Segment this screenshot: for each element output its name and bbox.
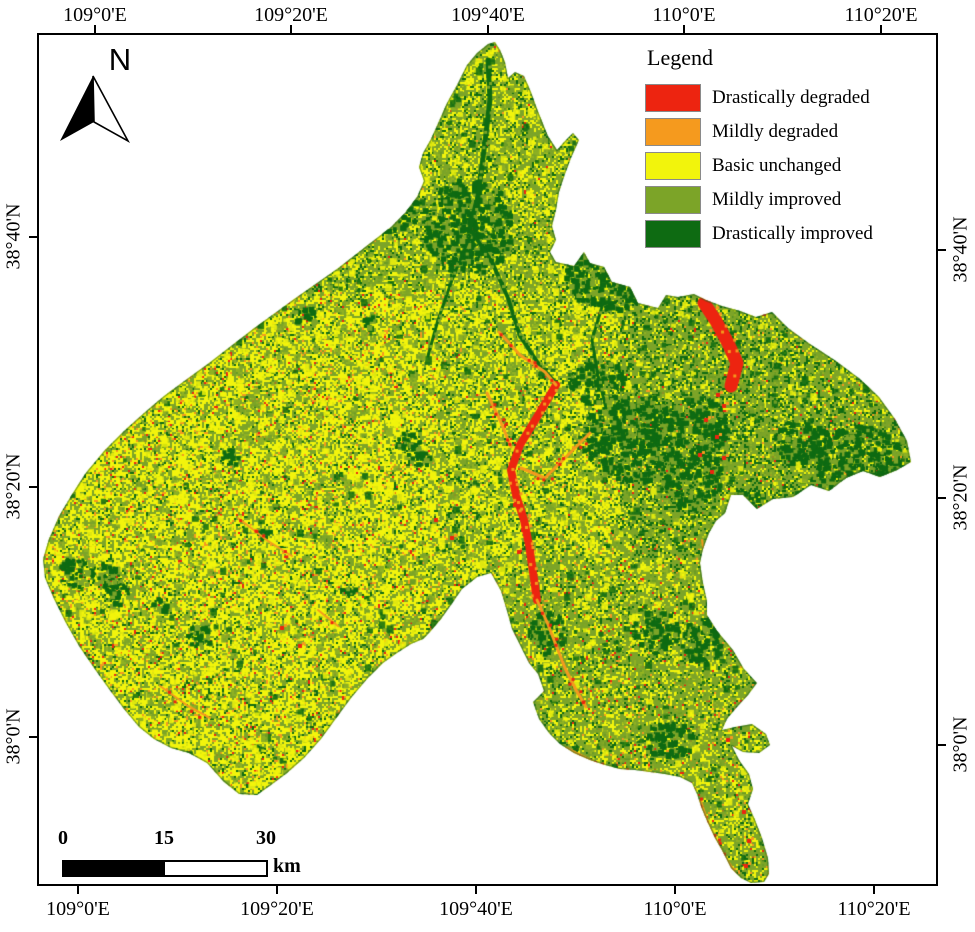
legend-swatch [645, 84, 701, 112]
legend-label: Mildly improved [712, 189, 841, 211]
tick-mark-bottom [873, 886, 875, 894]
tick-mark-top [94, 25, 96, 33]
lon-label-bottom: 110°20'E [832, 898, 916, 921]
legend-row: Drastically improved [645, 217, 873, 251]
tick-mark-right [938, 744, 946, 746]
legend-swatch [645, 118, 701, 146]
tick-mark-top [290, 25, 292, 33]
north-arrow-label: N [109, 42, 131, 77]
lon-label-top: 109°0'E [53, 4, 137, 27]
legend-label: Drastically degraded [712, 87, 870, 109]
legend-swatch [645, 152, 701, 180]
scale-bar-bar [62, 860, 268, 877]
tick-mark-left [29, 486, 37, 488]
legend-title: Legend [647, 45, 873, 71]
lat-label-right: 38°20'N [950, 456, 973, 540]
tick-mark-left [29, 736, 37, 738]
tick-mark-right [938, 497, 946, 499]
lon-label-bottom: 109°0'E [36, 898, 120, 921]
scale-bar-number: 30 [244, 827, 288, 850]
tick-mark-bottom [674, 886, 676, 894]
tick-mark-top [487, 25, 489, 33]
legend-row: Mildly improved [645, 183, 873, 217]
legend-label: Basic unchanged [712, 155, 841, 177]
figure-root: N Legend Drastically degraded Mildly degr… [0, 0, 975, 932]
scale-bar-filled-segment [64, 862, 165, 875]
lon-label-top: 110°20'E [839, 4, 923, 27]
legend: Legend Drastically degraded Mildly degrad… [645, 45, 873, 251]
legend-label: Drastically improved [712, 223, 873, 245]
legend-row: Mildly degraded [645, 115, 873, 149]
tick-mark-top [683, 25, 685, 33]
tick-mark-right [938, 249, 946, 251]
legend-label: Mildly degraded [712, 121, 838, 143]
north-arrow-left-half [60, 76, 94, 141]
legend-swatch [645, 220, 701, 248]
tick-mark-bottom [475, 886, 477, 894]
legend-row: Drastically degraded [645, 81, 873, 115]
scale-bar-number: 0 [41, 827, 85, 850]
north-arrow-right-half [93, 76, 128, 141]
lat-label-left: 38°20'N [3, 445, 26, 529]
lat-label-left: 38°40'N [3, 195, 26, 279]
lon-label-bottom: 109°20'E [235, 898, 319, 921]
lon-label-top: 109°40'E [446, 4, 530, 27]
north-arrow: N [52, 40, 142, 148]
lon-label-bottom: 109°40'E [434, 898, 518, 921]
lon-label-top: 110°0'E [642, 4, 726, 27]
legend-swatch [645, 186, 701, 214]
tick-mark-bottom [77, 886, 79, 894]
lat-label-left: 38°0'N [3, 695, 26, 779]
lat-label-right: 38°0'N [950, 703, 973, 787]
tick-mark-bottom [276, 886, 278, 894]
tick-mark-left [29, 236, 37, 238]
lon-label-bottom: 110°0'E [633, 898, 717, 921]
scale-bar-number: 15 [142, 827, 186, 850]
scale-bar-unit: km [273, 855, 301, 878]
lon-label-top: 109°20'E [249, 4, 333, 27]
lat-label-right: 38°40'N [950, 208, 973, 292]
legend-row: Basic unchanged [645, 149, 873, 183]
tick-mark-top [880, 25, 882, 33]
legend-items: Drastically degraded Mildly degraded Basic… [645, 81, 873, 251]
